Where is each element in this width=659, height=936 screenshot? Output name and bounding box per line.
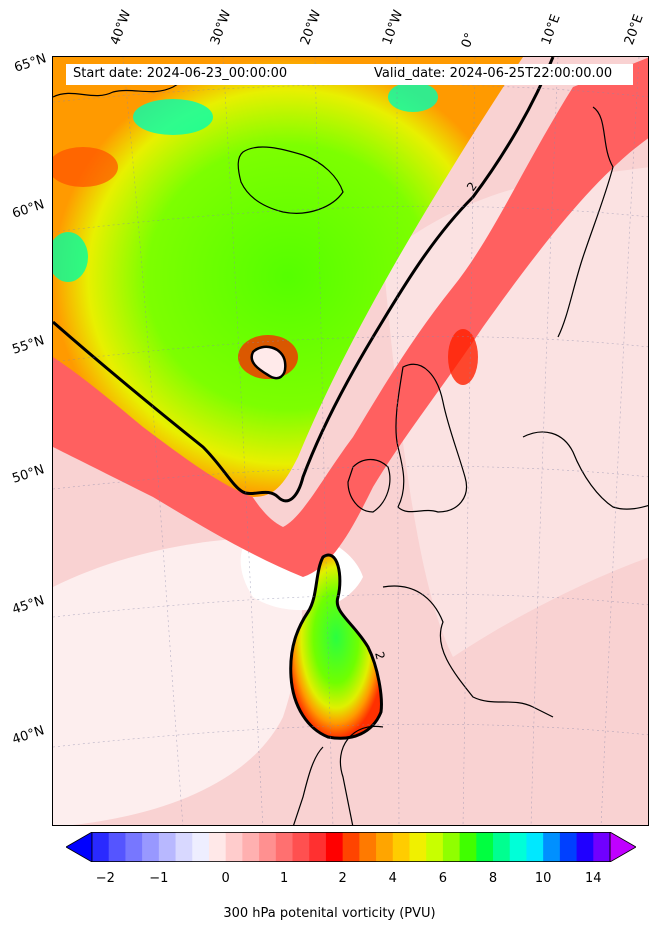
colorbar-segment <box>242 832 260 862</box>
coast-greenland <box>53 74 194 98</box>
red-streak-scotland <box>448 329 478 385</box>
cyan-core-3 <box>388 82 438 112</box>
colorbar-segment <box>125 832 143 862</box>
colorbar-segment <box>526 832 544 862</box>
colorbar-tick-label: 6 <box>438 871 448 886</box>
colorbar-segment <box>309 832 327 862</box>
valid-date-label: Valid_date: 2024-06-25T22:00:00.00 <box>374 66 613 81</box>
lon-label-20e: 20°E <box>621 12 647 48</box>
colorbar-segment <box>359 832 377 862</box>
coastlines <box>53 74 648 825</box>
colorbar <box>66 832 636 862</box>
colorbar-segment <box>192 832 210 862</box>
lat-label-65n: 65°N <box>12 51 49 76</box>
colorbar-title: 300 hPa potenital vorticity (PVU) <box>223 906 436 921</box>
colorbar-segment <box>442 832 461 862</box>
colorbar-tick-label: 8 <box>488 871 498 886</box>
colorbar-segment <box>476 832 494 862</box>
lon-label-10e: 10°E <box>538 12 564 48</box>
cyan-core-2 <box>53 232 88 282</box>
high-pv-trough-north-atlantic <box>53 57 523 497</box>
coast-norway <box>557 106 614 338</box>
colorbar-segment <box>325 832 344 862</box>
contour-label-cutoff: 2 <box>372 650 388 661</box>
colorbar-segment <box>576 832 594 862</box>
pv-map-panel: 2 2 <box>52 56 649 826</box>
colorbar-tick-label: −1 <box>149 871 169 886</box>
colorbar-segment <box>108 832 126 862</box>
colorbar-segment <box>459 832 477 862</box>
colorbar-segment <box>509 832 527 862</box>
lat-label-60n: 60°N <box>10 197 47 222</box>
colorbar-tick-label: 10 <box>534 871 552 886</box>
colorbar-segment <box>225 832 243 862</box>
coast-north-africa <box>293 746 324 825</box>
colorbar-segment <box>593 832 611 862</box>
lon-label-0: 0° <box>458 30 479 50</box>
colorbar-segment <box>175 832 193 862</box>
lon-label-30w: 30°W <box>207 8 235 47</box>
coast-france-spain <box>339 585 554 825</box>
colorbar-tick-label: 4 <box>388 871 397 886</box>
colorbar-frame <box>91 832 611 862</box>
pv-2-contour-ring <box>250 345 287 380</box>
colorbar-segment <box>259 832 277 862</box>
coast-ireland <box>347 458 391 513</box>
colorbar-segment <box>158 832 177 862</box>
colorbar-segment <box>92 832 110 862</box>
colorbar-tick-label: 1 <box>280 871 289 886</box>
red-blob-west <box>53 147 118 187</box>
colorbar-segment <box>409 832 427 862</box>
colorbar-tick-label: 14 <box>585 871 602 886</box>
lat-label-45n: 45°N <box>10 593 47 618</box>
pv-2-contour-cutoff <box>289 553 383 740</box>
colorbar-segment <box>208 832 227 862</box>
colorbar-tick-label: 0 <box>221 871 230 886</box>
colorbar-tick-label: 2 <box>338 871 347 886</box>
low-pv-region-east <box>383 167 648 657</box>
lon-label-20w: 20°W <box>297 8 325 47</box>
colorbar-segment <box>543 832 561 862</box>
colorbar-segment <box>275 832 294 862</box>
low-pv-region-south <box>53 537 302 825</box>
colorbar-extend-min <box>66 832 93 862</box>
colorbar-tick-label: −2 <box>95 871 115 886</box>
colorbar-segment <box>142 832 160 862</box>
start-date-label: Start date: 2024-06-23_00:00:00 <box>73 66 288 81</box>
cyan-core-1 <box>133 99 213 135</box>
colorbar-segment <box>559 832 578 862</box>
pv-map-svg: 2 2 <box>53 57 648 825</box>
lat-label-55n: 55°N <box>10 333 47 358</box>
lon-label-10w: 10°W <box>379 8 407 47</box>
colorbar-segment <box>392 832 410 862</box>
colorbar-segment <box>426 832 444 862</box>
info-bar <box>66 64 633 85</box>
lon-label-40w: 40°W <box>107 8 135 47</box>
colorbar-segment <box>292 832 310 862</box>
lat-label-40n: 40°N <box>10 723 47 748</box>
colorbar-segment <box>376 832 394 862</box>
coast-great-britain <box>395 363 467 513</box>
colorbar-segment <box>493 832 511 862</box>
lat-label-50n: 50°N <box>10 462 47 487</box>
colorbar-extend-max <box>609 832 636 862</box>
coast-denmark-germany <box>522 431 648 510</box>
colorbar-segment <box>342 832 360 862</box>
coast-iceland <box>237 146 344 214</box>
